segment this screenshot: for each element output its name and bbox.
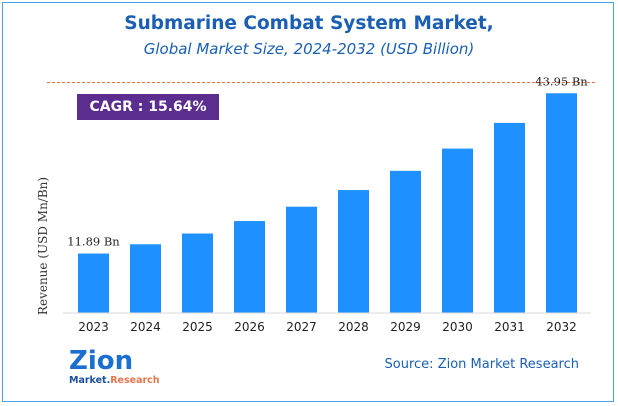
zion-logo: Zion Market.Research [69,346,160,393]
logo-sub-part1: Market. [69,375,111,386]
bar-2030 [442,148,473,313]
bar-2024 [130,244,161,313]
x-tick-label-2026: 2026 [234,320,265,334]
bar-2025 [182,233,213,313]
x-tick-label-2024: 2024 [130,320,161,334]
bar-2028 [338,190,369,313]
chart-title: Submarine Combat System Market, [124,13,494,34]
x-tick-label-2028: 2028 [338,320,369,334]
bar-2029 [390,170,421,313]
logo-sub-part2: Research [110,375,160,386]
bars-group [78,93,577,314]
logo-wordmark: Zion [69,346,134,376]
x-tick-labels: 2023 2024 2025 2026 2027 2028 2029 2030 2031 2032 [78,320,577,334]
source-note: Source: Zion Market Research [384,357,579,372]
bar-2032 [546,93,577,313]
logo-subtext: Market.Research [69,375,160,386]
data-label-2023: 11.89 Bn [67,235,120,249]
bar-chart: 2023 2024 2025 2026 2027 2028 2029 2030 2031 2032… [36,74,591,334]
x-tick-label-2030: 2030 [442,320,473,334]
title-divider [47,82,595,83]
y-axis-label: Revenue (USD Mn/Bn) [36,177,50,315]
cagr-badge: CAGR : 15.64% [77,94,219,120]
bar-2031 [494,122,525,314]
data-label-2032: 43.95 Bn [535,74,588,88]
chart-frame: Submarine Combat System Market, Global M… [2,2,614,402]
bar-2027 [286,206,317,313]
x-tick-label-2029: 2029 [390,320,421,334]
data-labels: 11.89 Bn 43.95 Bn [67,74,588,248]
x-tick-label-2032: 2032 [546,320,577,334]
bar-2026 [234,221,265,313]
x-tick-label-2027: 2027 [286,320,317,334]
bar-2023 [78,253,109,313]
chart-subtitle: Global Market Size, 2024-2032 (USD Billi… [143,40,475,58]
x-tick-label-2025: 2025 [182,320,213,334]
x-tick-label-2031: 2031 [494,320,525,334]
x-tick-label-2023: 2023 [78,320,109,334]
